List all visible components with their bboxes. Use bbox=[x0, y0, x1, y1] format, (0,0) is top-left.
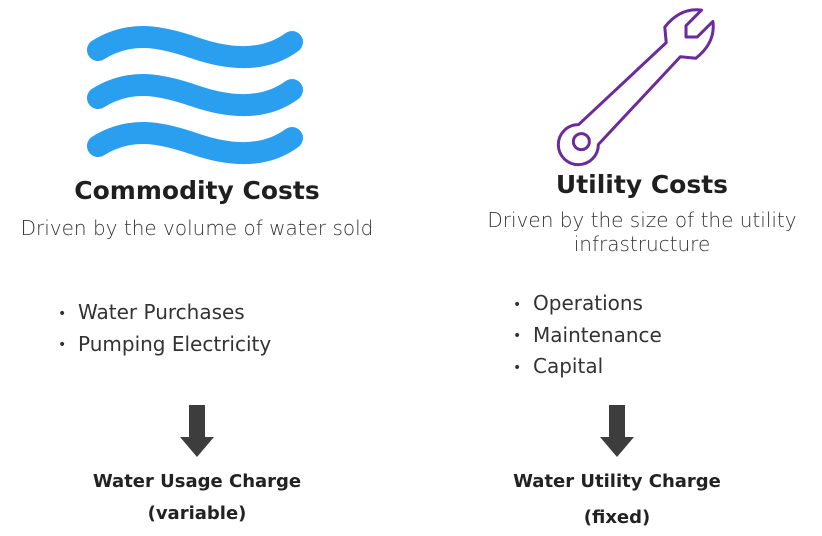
down-arrow bbox=[600, 405, 634, 457]
charge-line: Water Usage Charge bbox=[92, 471, 302, 492]
down-arrow bbox=[180, 405, 214, 457]
charge-line: (fixed) bbox=[583, 507, 651, 528]
column-description: Driven by the size of the utility infras… bbox=[487, 208, 797, 256]
charge-line: Water Utility Charge bbox=[513, 471, 721, 492]
bullet: Pumping Electricity bbox=[58, 329, 271, 361]
column-title: Utility Costs bbox=[555, 170, 729, 199]
charge: Water Utility Charge (fixed) bbox=[467, 464, 767, 536]
water-waves bbox=[87, 25, 303, 165]
column-title: Commodity Costs bbox=[74, 176, 320, 205]
bullet: Maintenance bbox=[513, 320, 662, 352]
wrench-outline bbox=[556, 8, 715, 167]
wrench-hole bbox=[571, 132, 591, 152]
charge-line: (variable) bbox=[147, 503, 247, 524]
bullet: Water Purchases bbox=[58, 297, 271, 329]
column-description: Driven by the volume of water sold bbox=[20, 216, 374, 240]
bullet: Capital bbox=[513, 351, 662, 383]
wave bbox=[87, 25, 303, 69]
arrows bbox=[180, 405, 634, 457]
wave bbox=[87, 121, 303, 165]
bullet-list: Operations Maintenance Capital bbox=[513, 288, 662, 383]
bullet-list: Water Purchases Pumping Electricity bbox=[58, 297, 271, 360]
wave bbox=[87, 73, 303, 117]
charge: Water Usage Charge (variable) bbox=[47, 466, 347, 530]
bullet: Operations bbox=[513, 288, 662, 320]
wrench-icon bbox=[556, 8, 715, 167]
